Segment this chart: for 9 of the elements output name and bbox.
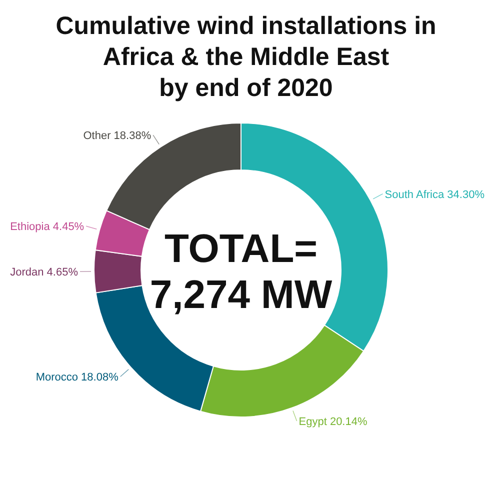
chart-title: Cumulative wind installations in Africa & the Middle East by end of 2020	[56, 12, 436, 102]
text: TOTAL=	[164, 227, 318, 271]
slice-label: Ethiopia 4.45%	[10, 221, 84, 234]
slice-label: Egypt 20.14%	[298, 416, 368, 428]
slice-label: Jordan 4.65%	[10, 266, 78, 279]
slice-label: South Africa 34.30%	[384, 188, 485, 201]
slice-label: Other 18.38%	[83, 130, 152, 142]
text: 7,274 MW	[150, 273, 332, 317]
slice-label: Morocco 18.08%	[36, 372, 119, 384]
